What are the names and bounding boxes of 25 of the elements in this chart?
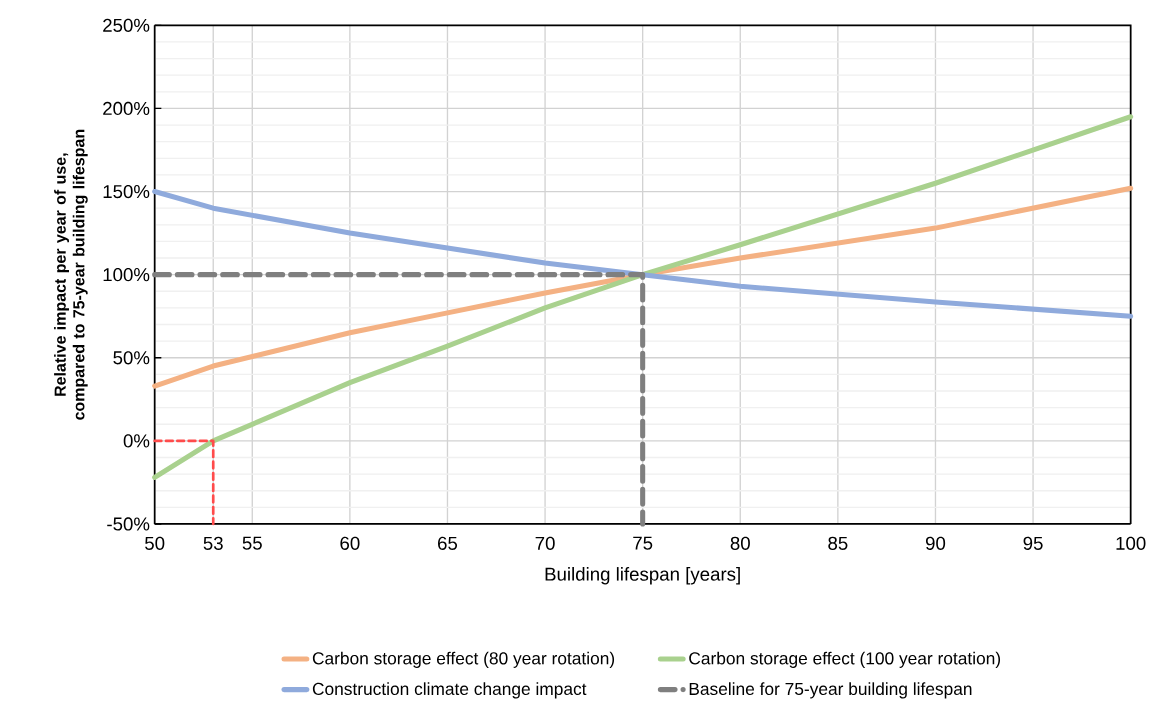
x-axis-title: Building lifespan [years] bbox=[545, 567, 740, 585]
x-tick-label: 50 bbox=[145, 536, 165, 550]
x-tick-label: 55 bbox=[242, 536, 262, 550]
x-tick-label: 65 bbox=[438, 536, 458, 550]
y-tick-label: 150% bbox=[103, 184, 150, 199]
y-tick-label: 50% bbox=[113, 351, 150, 365]
legend-label: Construction climate change impact bbox=[312, 682, 587, 699]
x-tick-label: 70 bbox=[535, 536, 555, 550]
y-tick-label: -50% bbox=[107, 517, 150, 531]
x-tick-label: 80 bbox=[730, 536, 750, 550]
x-tick-label: 75 bbox=[633, 536, 653, 550]
y-tick-label: 100% bbox=[103, 268, 150, 282]
x-tick-label: 85 bbox=[828, 536, 848, 550]
x-tick-label: 53 bbox=[203, 536, 223, 550]
x-tick-label: 100 bbox=[1116, 536, 1146, 550]
y-tick-label: 200% bbox=[103, 101, 150, 116]
y-tick-label: 0% bbox=[123, 434, 150, 448]
legend-label: Carbon storage effect (100 year rotation) bbox=[689, 651, 1001, 668]
x-tick-label: 90 bbox=[925, 536, 946, 550]
y-tick-label: 250% bbox=[103, 18, 150, 32]
x-tick-label: 60 bbox=[340, 536, 360, 550]
legend-label: Carbon storage effect (80 year rotation) bbox=[312, 651, 615, 668]
legend-label: Baseline for 75-year building lifespan bbox=[689, 682, 972, 699]
y-axis-title: Relative impact per year of use, compared to 75-year building lifespan bbox=[54, 129, 88, 420]
x-tick-label: 95 bbox=[1023, 536, 1043, 550]
